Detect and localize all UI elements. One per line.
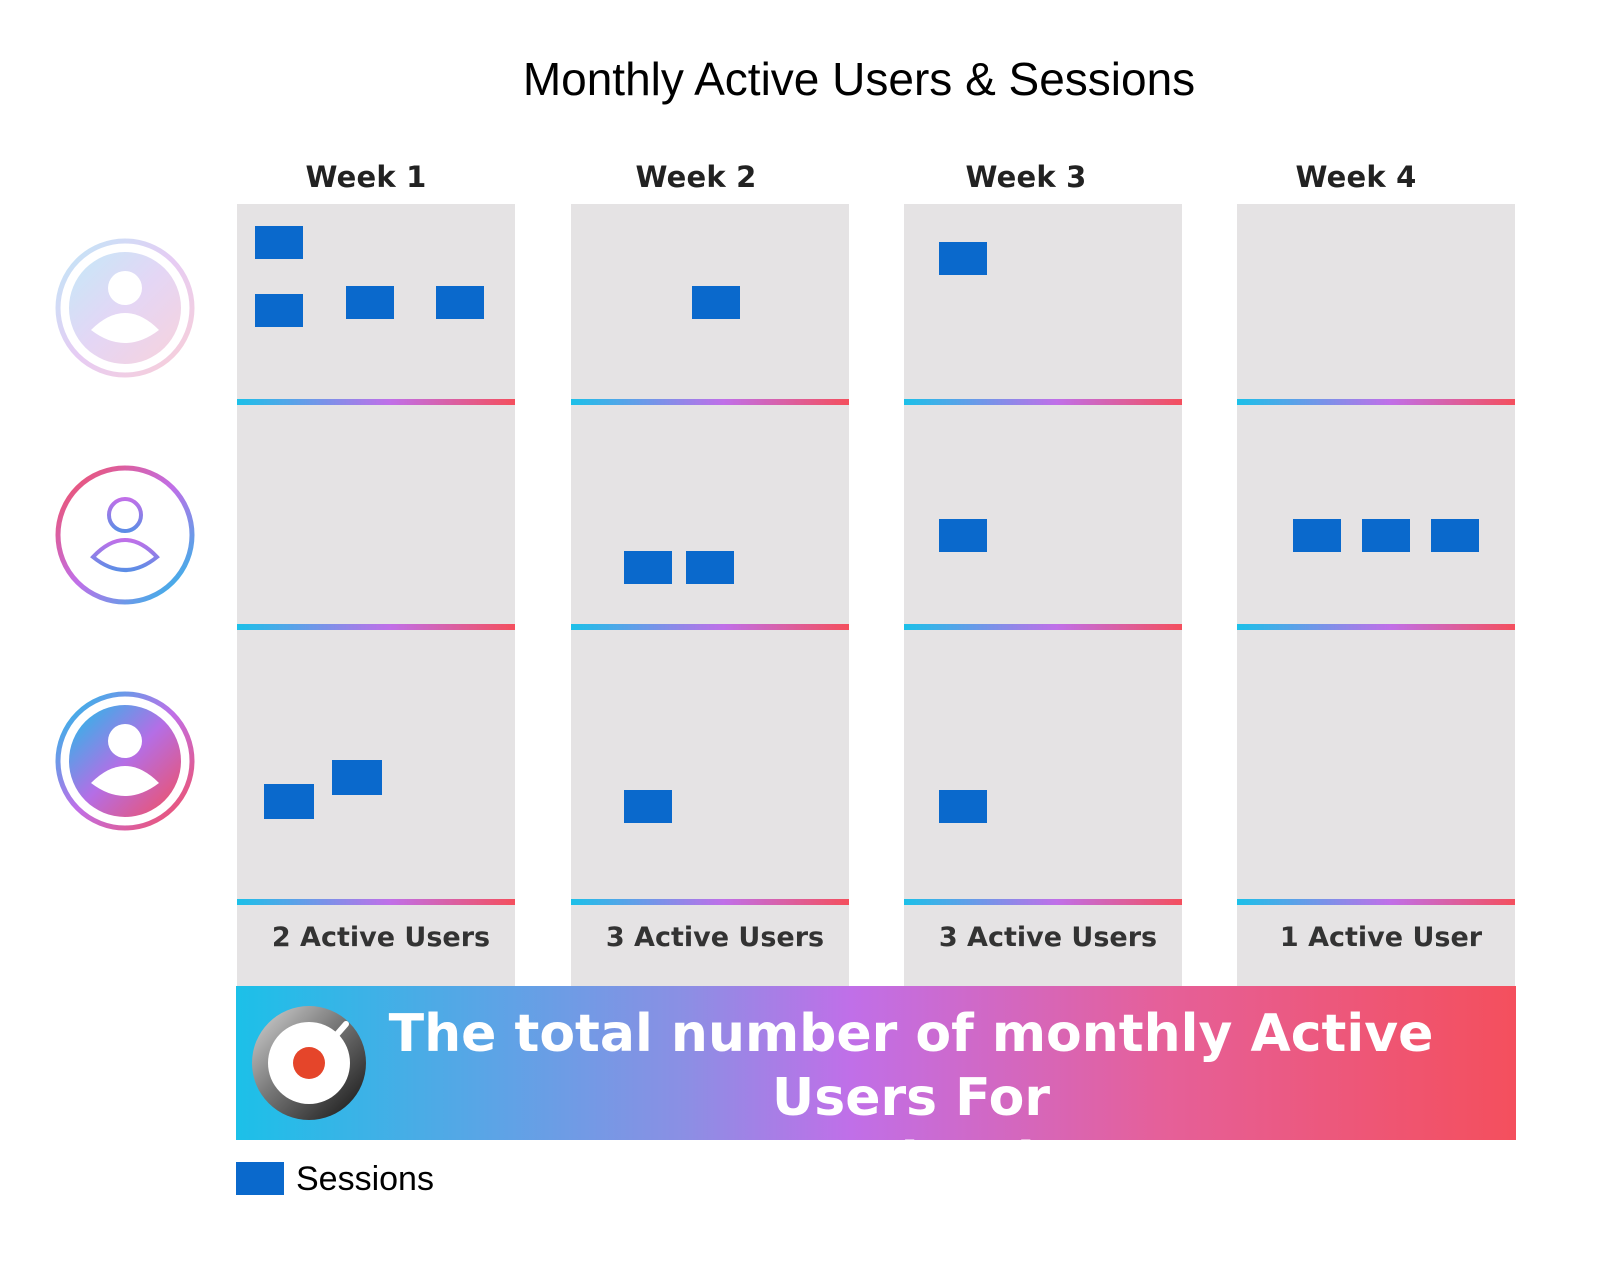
row-divider <box>1237 399 1515 405</box>
session-block <box>939 242 987 275</box>
row-divider <box>1237 624 1515 630</box>
row-divider <box>904 399 1182 405</box>
week-3-active-users: 3 Active Users <box>938 922 1158 953</box>
week-4-user-2-cell <box>1237 405 1515 625</box>
week-3-label: Week 3 <box>965 160 1087 194</box>
row-divider <box>904 899 1182 905</box>
session-block <box>436 286 484 319</box>
session-block <box>939 519 987 552</box>
week-1-active-users: 2 Active Users <box>271 922 491 953</box>
week-1-user-2-cell <box>237 405 515 625</box>
week-2-user-2-cell <box>571 405 849 625</box>
week-4-user-3-cell <box>1237 630 1515 900</box>
week-2-active-users: 3 Active Users <box>605 922 825 953</box>
user-avatar-outline-icon <box>55 465 195 605</box>
week-3-user-1-cell <box>904 204 1182 400</box>
week-4-user-1-cell <box>1237 204 1515 400</box>
week-4-label: Week 4 <box>1295 160 1417 194</box>
row-divider <box>571 399 849 405</box>
session-block <box>255 294 303 327</box>
banner-line-2: December is 3 <box>701 1132 1120 1192</box>
banner-text: The total number of monthly Active Users… <box>356 1002 1466 1194</box>
row-divider <box>571 624 849 630</box>
session-block <box>1362 519 1410 552</box>
week-4-column: 1 Active User <box>1237 204 1515 986</box>
week-2-user-1-cell <box>571 204 849 400</box>
week-1-column: 2 Active Users <box>237 204 515 986</box>
page-title: Monthly Active Users & Sessions <box>522 53 1196 105</box>
row-divider <box>237 624 515 630</box>
week-3-column: 3 Active Users <box>904 204 1182 986</box>
week-2-column: 3 Active Users <box>571 204 849 986</box>
session-block <box>332 760 382 795</box>
session-block <box>686 551 734 584</box>
summary-banner: The total number of monthly Active Users… <box>236 986 1516 1192</box>
week-2-user-3-cell <box>571 630 849 900</box>
week-1-user-1-cell <box>237 204 515 400</box>
week-1-label: Week 1 <box>305 160 427 194</box>
row-divider <box>1237 899 1515 905</box>
session-block <box>624 551 672 584</box>
banner-line-1: The total number of monthly Active Users… <box>388 1004 1434 1128</box>
row-divider <box>237 399 515 405</box>
session-block <box>692 286 740 319</box>
row-divider <box>237 899 515 905</box>
week-3-user-2-cell <box>904 405 1182 625</box>
session-block <box>1293 519 1341 552</box>
session-block <box>255 226 303 259</box>
week-2-label: Week 2 <box>635 160 757 194</box>
user-avatar-light-icon <box>55 238 195 378</box>
user-avatar-filled-icon <box>55 691 195 831</box>
legend-sessions-swatch <box>236 1162 284 1195</box>
week-1-user-3-cell <box>237 630 515 900</box>
row-divider <box>904 624 1182 630</box>
session-block <box>346 286 394 319</box>
session-block <box>939 790 987 823</box>
row-divider <box>571 899 849 905</box>
target-icon <box>250 1004 368 1122</box>
session-block <box>264 784 314 819</box>
legend-sessions-label: Sessions <box>296 1160 434 1198</box>
session-block <box>624 790 672 823</box>
week-4-active-users: 1 Active User <box>1279 922 1483 953</box>
week-3-user-3-cell <box>904 630 1182 900</box>
session-block <box>1431 519 1479 552</box>
